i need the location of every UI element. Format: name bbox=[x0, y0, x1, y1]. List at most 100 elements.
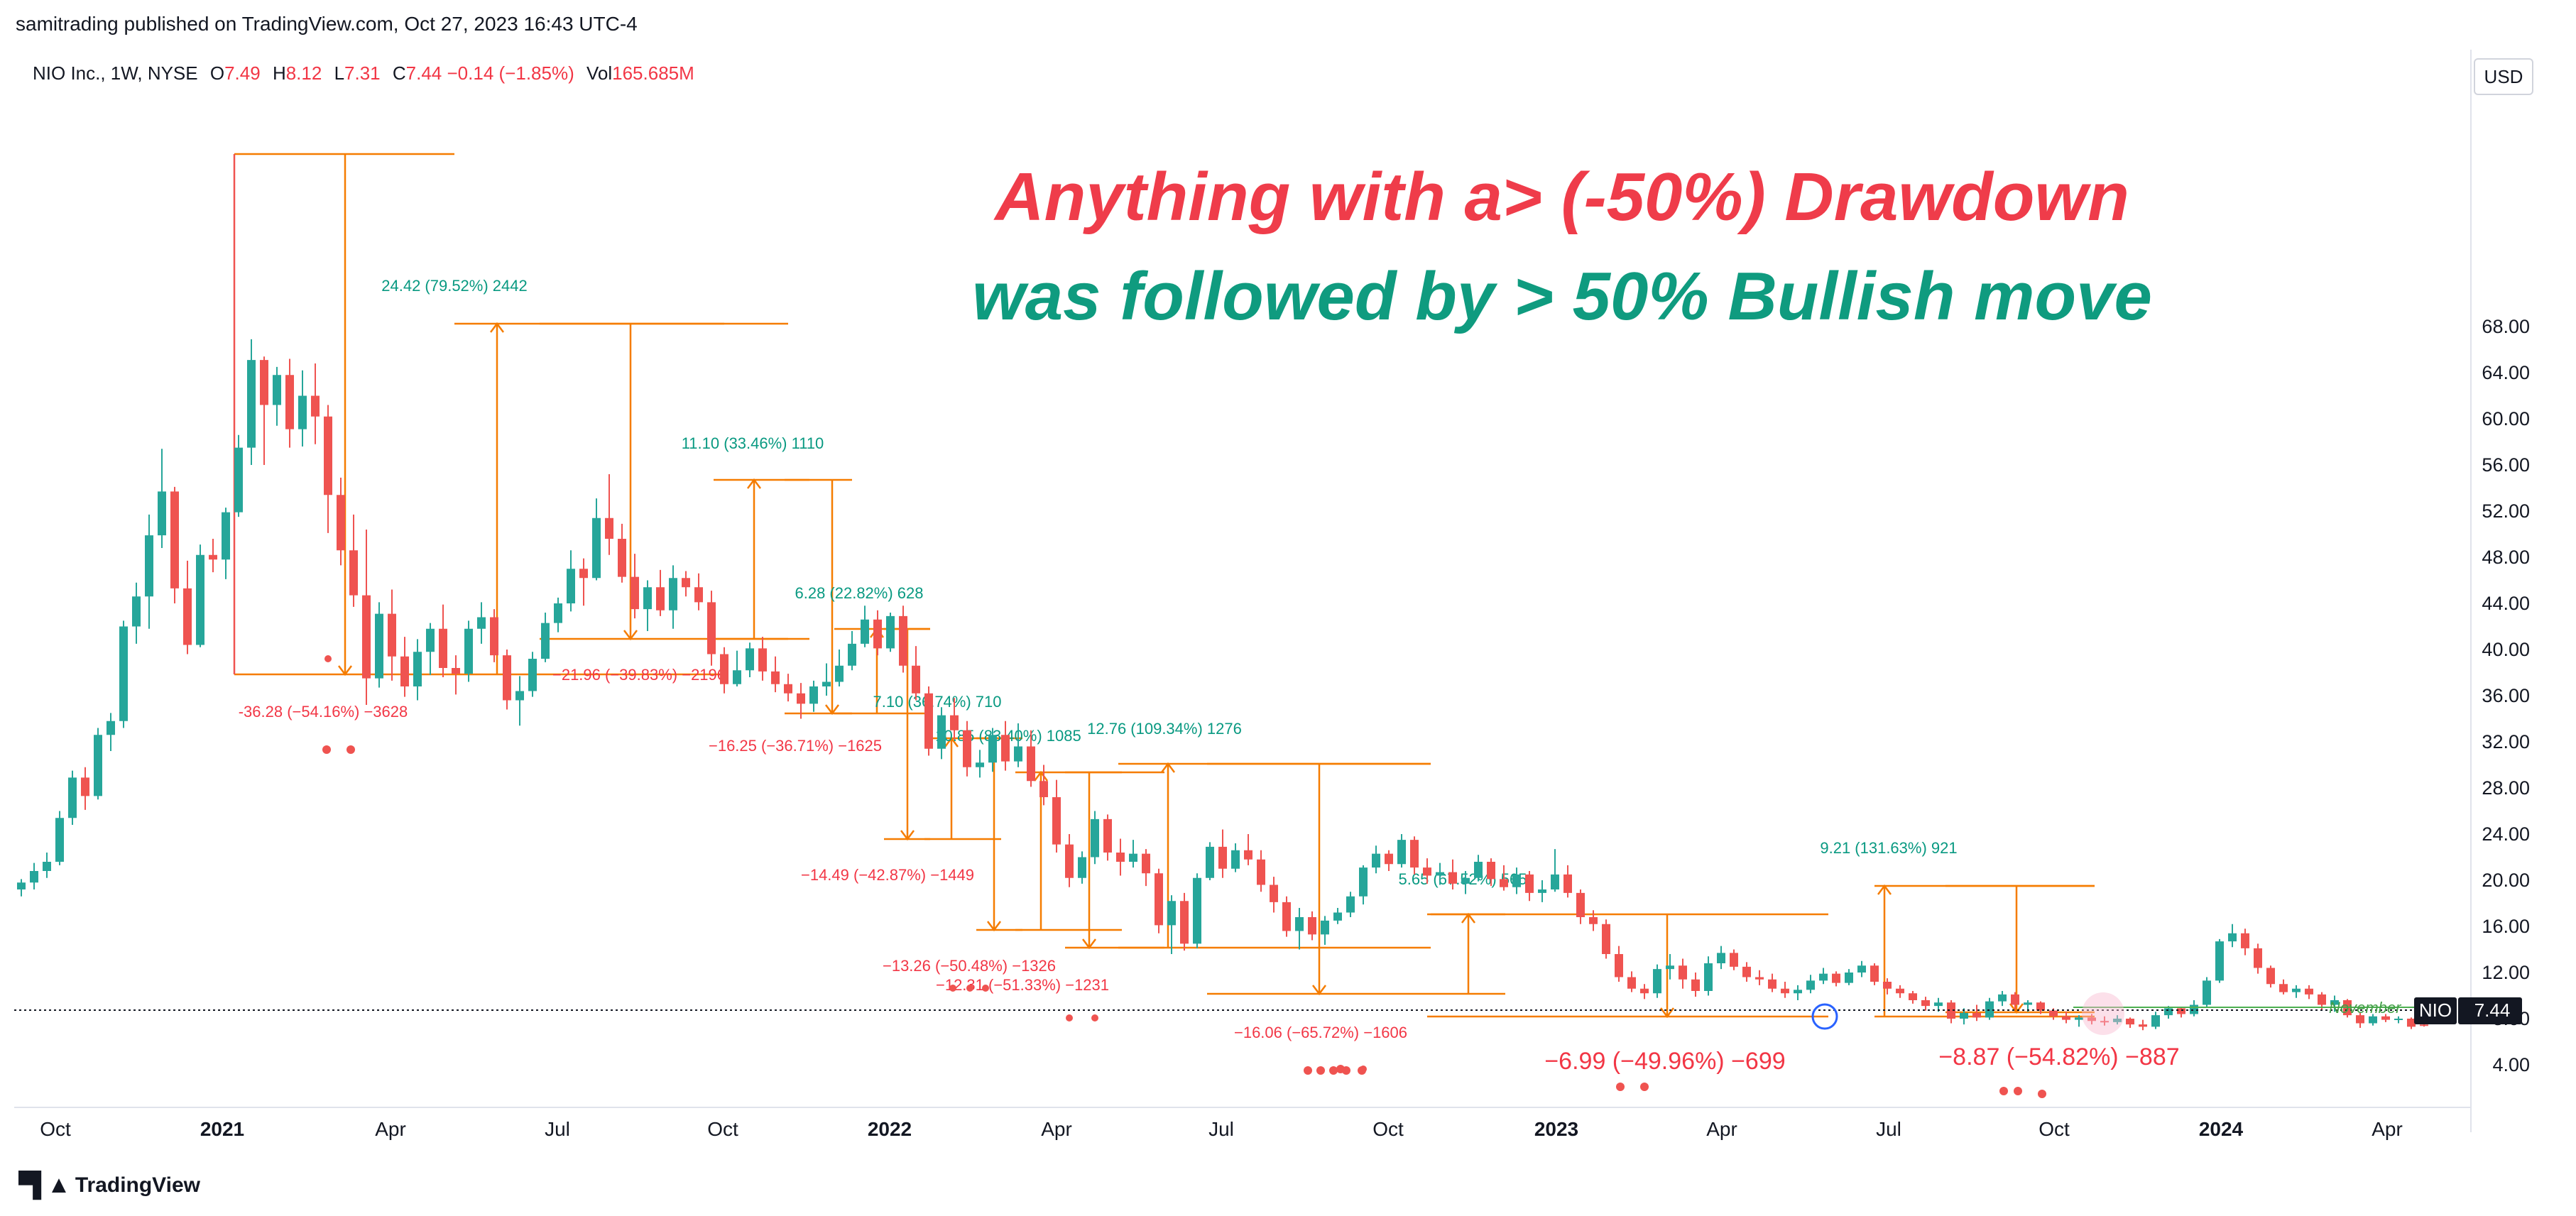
candlestick-series bbox=[17, 339, 2428, 1031]
candle-body bbox=[1103, 818, 1112, 853]
candle bbox=[1270, 877, 1278, 913]
x-tick-label: 2023 bbox=[1534, 1118, 1578, 1140]
candle bbox=[2126, 1017, 2134, 1028]
candle bbox=[733, 650, 741, 686]
candle-body bbox=[1027, 746, 1035, 782]
x-tick-label: Jul bbox=[545, 1118, 570, 1140]
candle bbox=[222, 508, 230, 579]
time-axis[interactable]: Oct 2021 Apr Jul Oct 2022 Apr Jul Oct 2023 Apr Jul O… bbox=[40, 1118, 2403, 1140]
candle bbox=[260, 356, 268, 465]
measure-arrowhead bbox=[490, 322, 504, 333]
candle-body bbox=[912, 665, 920, 694]
candle bbox=[1870, 963, 1879, 985]
candle bbox=[899, 606, 907, 673]
candle-body bbox=[452, 668, 460, 674]
candle-body bbox=[2100, 1021, 2109, 1023]
candle bbox=[81, 767, 89, 810]
candle-body bbox=[669, 578, 677, 610]
candle bbox=[477, 602, 486, 644]
candle-body bbox=[145, 535, 153, 597]
candle bbox=[1116, 838, 1125, 876]
candle bbox=[1039, 765, 1048, 806]
candle bbox=[1500, 865, 1508, 891]
candle-body bbox=[2394, 1019, 2403, 1020]
candle-body bbox=[1333, 912, 1342, 921]
currency-button[interactable]: USD bbox=[2474, 58, 2533, 95]
candle bbox=[337, 477, 345, 566]
candle-body bbox=[196, 554, 204, 645]
candle-body bbox=[94, 735, 102, 796]
x-tick-label: Apr bbox=[2372, 1118, 2403, 1140]
y-tick-label: 4.00 bbox=[2492, 1054, 2530, 1075]
candle bbox=[861, 606, 869, 647]
tradingview-logo[interactable]: ▀▌▲ TradingView bbox=[18, 1171, 200, 1199]
y-tick-label: 24.00 bbox=[2482, 823, 2530, 845]
candle bbox=[1346, 892, 1355, 917]
open-value: 7.49 bbox=[224, 62, 261, 84]
candle-body bbox=[477, 617, 486, 629]
candle-body bbox=[1206, 846, 1214, 878]
candle-body bbox=[1896, 988, 1904, 994]
measure-label: −12.31 (−51.33%) −1231 bbox=[936, 976, 1109, 994]
measure-arrowhead bbox=[987, 921, 1001, 932]
candle bbox=[2254, 943, 2262, 974]
measure-label: −8.87 (−54.82%) −887 bbox=[1938, 1044, 2179, 1070]
candle-body bbox=[2241, 933, 2249, 948]
candle bbox=[1806, 975, 1815, 994]
candle-body bbox=[1921, 1000, 1930, 1007]
candle bbox=[1142, 849, 1150, 887]
candle-body bbox=[1244, 850, 1252, 860]
candle-body bbox=[1448, 872, 1457, 884]
candle bbox=[1755, 970, 1764, 985]
x-tick-label: 2021 bbox=[200, 1118, 244, 1140]
candle bbox=[1321, 916, 1329, 945]
candle-body bbox=[107, 721, 115, 735]
candle-body bbox=[733, 670, 741, 684]
measure-arrowhead bbox=[623, 630, 638, 641]
change-value: −0.14 (−1.85%) bbox=[447, 62, 574, 84]
measure-label: 24.42 (79.52%) 2442 bbox=[381, 277, 528, 295]
candle bbox=[1129, 840, 1137, 868]
candle-body bbox=[656, 587, 665, 610]
candle bbox=[1538, 880, 1546, 902]
candle-body bbox=[1295, 917, 1304, 931]
candle-body bbox=[2062, 1016, 2070, 1020]
candle bbox=[388, 589, 396, 681]
price-axis[interactable]: 4.008.0012.0016.0020.0024.0028.0032.0036… bbox=[2482, 316, 2530, 1075]
tradingview-logo-icon: ▀▌▲ bbox=[18, 1171, 71, 1198]
candle bbox=[1563, 865, 1572, 898]
candle bbox=[1972, 1004, 1981, 1021]
candle-body bbox=[1998, 994, 2007, 1002]
candle-body bbox=[988, 735, 997, 763]
candle-body bbox=[2407, 1019, 2416, 1027]
candle-body bbox=[2049, 1010, 2058, 1017]
candle bbox=[349, 514, 358, 607]
measure-label: −14.49 (−42.87%) −1449 bbox=[801, 866, 974, 884]
candle bbox=[924, 686, 933, 756]
price-chart[interactable]: -36.28 (−54.16%) −3628 24.42 (79.52%) 244… bbox=[0, 0, 2576, 1171]
candle-body bbox=[273, 375, 281, 405]
candle-body bbox=[758, 648, 767, 672]
candle-body bbox=[1883, 982, 1892, 989]
candle bbox=[2330, 995, 2339, 1012]
candle bbox=[1512, 867, 1521, 894]
candle bbox=[183, 560, 192, 654]
candle bbox=[1985, 997, 1994, 1020]
candle bbox=[1282, 896, 1291, 937]
candle bbox=[2407, 1017, 2416, 1029]
measure-arrowhead bbox=[2009, 1003, 2024, 1014]
candle bbox=[247, 339, 256, 465]
measure-label: 11.10 (33.46%) 1110 bbox=[682, 434, 824, 452]
candle-body bbox=[1155, 873, 1163, 926]
candle-body bbox=[592, 517, 601, 579]
measure-label: 12.76 (109.34%) 1276 bbox=[1087, 720, 1242, 738]
candle-body bbox=[55, 818, 64, 862]
candle-body bbox=[924, 693, 933, 749]
low-value: 7.31 bbox=[344, 62, 381, 84]
candle bbox=[1295, 908, 1304, 950]
candle bbox=[2177, 1007, 2185, 1018]
symbol-label[interactable]: NIO Inc., 1W, NYSE bbox=[33, 62, 198, 84]
candle-body bbox=[1257, 859, 1265, 885]
measure-arrowhead bbox=[747, 478, 761, 489]
candle bbox=[2279, 979, 2288, 995]
